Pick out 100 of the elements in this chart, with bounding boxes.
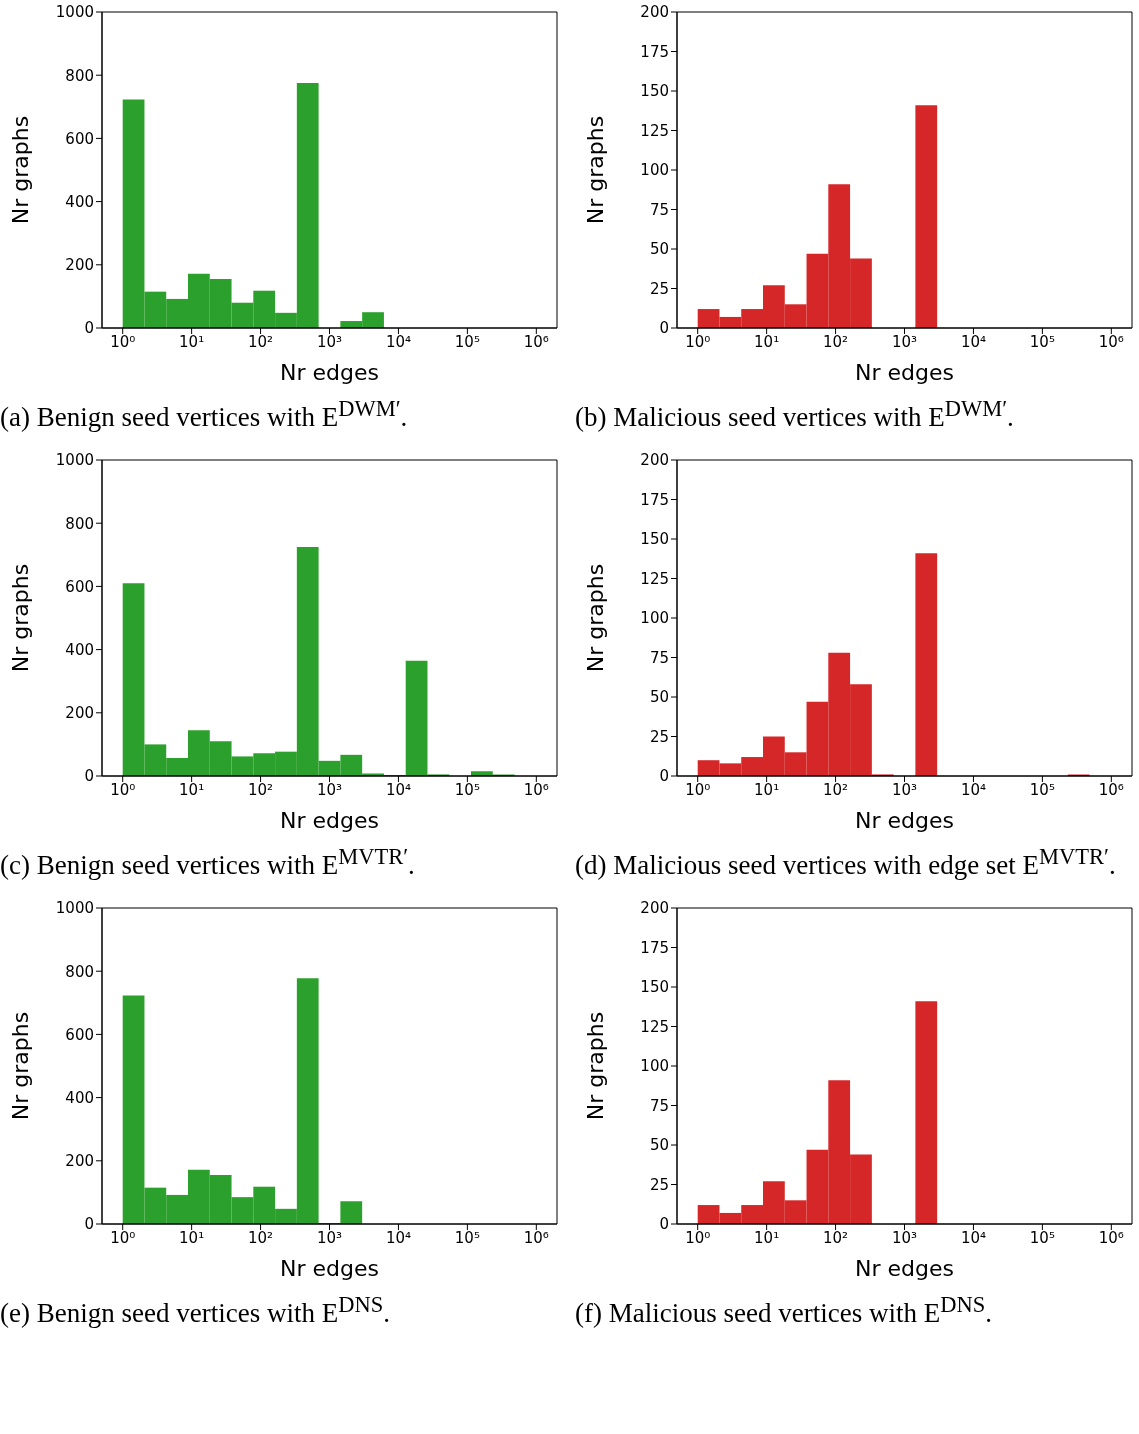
x-axis-title: Nr edges: [855, 808, 954, 833]
x-tick-label: 10⁶: [523, 332, 549, 351]
text: (b) Malicious seed vertices with E$^{DWM′}$.: [575, 395, 1015, 432]
x-tick-label: 10⁶: [523, 1228, 549, 1247]
x-tick-label: 10³: [316, 1228, 343, 1247]
y-tick-label: 400: [65, 640, 94, 659]
y-tick-label: 200: [640, 451, 669, 470]
x-tick-label: 10⁴: [385, 332, 411, 351]
x-tick-label: 10¹: [754, 780, 780, 799]
y-tick-label: 125: [640, 1017, 669, 1036]
x-axis-title: Nr edges: [280, 808, 379, 833]
y-tick-label: 0: [659, 319, 669, 338]
x-tick-label: 10⁴: [960, 332, 986, 351]
x-tick-label: 10⁵: [454, 332, 480, 351]
x-axis-title: Nr edges: [280, 360, 379, 385]
y-axis-title: Nr graphs: [582, 563, 608, 673]
y-axis-title: Nr graphs: [582, 115, 608, 225]
y-axis-title: Nr graphs: [582, 1011, 608, 1121]
x-tick-label: 10⁰: [110, 780, 136, 799]
y-tick-label: 100: [640, 609, 669, 628]
y-tick-label: 25: [649, 279, 669, 298]
y-tick-label: 0: [659, 767, 669, 786]
x-tick-label: 10⁶: [523, 780, 549, 799]
x-tick-label: 10¹: [179, 332, 205, 351]
y-tick-label: 600: [65, 129, 94, 148]
x-tick-label: 10²: [823, 780, 849, 799]
y-tick-label: 200: [640, 3, 669, 22]
x-tick-label: 10⁴: [960, 780, 986, 799]
x-tick-label: 10²: [823, 332, 849, 351]
y-tick-label: 1000: [55, 899, 94, 918]
x-tick-label: 10⁰: [110, 1228, 136, 1247]
x-tick-label: 10²: [248, 780, 274, 799]
x-tick-label: 10³: [891, 1228, 918, 1247]
y-tick-label: 0: [84, 319, 94, 338]
y-tick-label: 800: [65, 514, 94, 533]
y-tick-label: 150: [640, 530, 669, 549]
text: (a) Benign seed vertices with E$^{DWM′}$.: [0, 395, 409, 432]
y-axis-title: Nr graphs: [7, 563, 33, 673]
x-tick-label: 10⁰: [685, 780, 711, 799]
y-tick-label: 75: [649, 648, 669, 667]
x-axis-title: Nr edges: [280, 1256, 379, 1281]
x-tick-label: 10⁶: [1098, 1228, 1124, 1247]
y-tick-label: 175: [640, 938, 669, 957]
y-tick-label: 0: [659, 1215, 669, 1234]
text: (c) Benign seed vertices with E$^{MVTR′}$.: [0, 843, 416, 880]
y-tick-label: 100: [640, 161, 669, 180]
x-tick-label: 10⁵: [1029, 332, 1055, 351]
x-tick-label: 10²: [823, 1228, 849, 1247]
y-tick-label: 1000: [55, 3, 94, 22]
x-tick-label: 10³: [316, 332, 343, 351]
y-tick-label: 100: [640, 1057, 669, 1076]
y-tick-label: 800: [65, 66, 94, 85]
x-axis-title: Nr edges: [855, 1256, 954, 1281]
x-tick-label: 10⁴: [385, 780, 411, 799]
x-tick-label: 10³: [891, 780, 918, 799]
y-axis-title: Nr graphs: [7, 115, 33, 225]
x-tick-label: 10⁰: [685, 332, 711, 351]
y-tick-label: 25: [649, 1175, 669, 1194]
x-tick-label: 10²: [248, 332, 274, 351]
y-tick-label: 200: [65, 256, 94, 275]
text: (f) Malicious seed vertices with E$^{DNS}$.: [575, 1291, 993, 1328]
y-tick-label: 175: [640, 490, 669, 509]
text: (e) Benign seed vertices with E$^{DNS}$.: [0, 1291, 391, 1328]
y-tick-label: 150: [640, 82, 669, 101]
y-tick-label: 25: [649, 727, 669, 746]
x-tick-label: 10³: [891, 332, 918, 351]
y-tick-label: 800: [65, 962, 94, 981]
x-tick-label: 10⁴: [385, 1228, 411, 1247]
y-tick-label: 150: [640, 978, 669, 997]
x-tick-label: 10⁵: [454, 1228, 480, 1247]
y-tick-label: 125: [640, 121, 669, 140]
y-tick-label: 50: [649, 688, 669, 707]
x-tick-label: 10⁵: [1029, 780, 1055, 799]
text: (d) Malicious seed vertices with edge set E$^{MVTR′}$.: [575, 843, 1117, 880]
y-tick-label: 200: [640, 899, 669, 918]
y-tick-label: 50: [649, 240, 669, 259]
y-tick-label: 75: [649, 200, 669, 219]
x-axis-title: Nr edges: [855, 360, 954, 385]
y-tick-label: 200: [65, 1152, 94, 1171]
x-tick-label: 10¹: [754, 1228, 780, 1247]
y-tick-label: 125: [640, 569, 669, 588]
x-tick-label: 10³: [316, 780, 343, 799]
x-tick-label: 10⁵: [454, 780, 480, 799]
y-tick-label: 400: [65, 1088, 94, 1107]
y-tick-label: 600: [65, 577, 94, 596]
x-tick-label: 10⁶: [1098, 332, 1124, 351]
x-tick-label: 10⁴: [960, 1228, 986, 1247]
x-tick-label: 10¹: [179, 1228, 205, 1247]
y-tick-label: 0: [84, 767, 94, 786]
y-tick-label: 75: [649, 1096, 669, 1115]
x-tick-label: 10⁰: [110, 332, 136, 351]
y-tick-label: 400: [65, 192, 94, 211]
y-tick-label: 175: [640, 42, 669, 61]
y-tick-label: 0: [84, 1215, 94, 1234]
x-tick-label: 10¹: [754, 332, 780, 351]
y-tick-label: 1000: [55, 451, 94, 470]
x-tick-label: 10²: [248, 1228, 274, 1247]
x-tick-label: 10⁵: [1029, 1228, 1055, 1247]
y-tick-label: 50: [649, 1136, 669, 1155]
x-tick-label: 10¹: [179, 780, 205, 799]
